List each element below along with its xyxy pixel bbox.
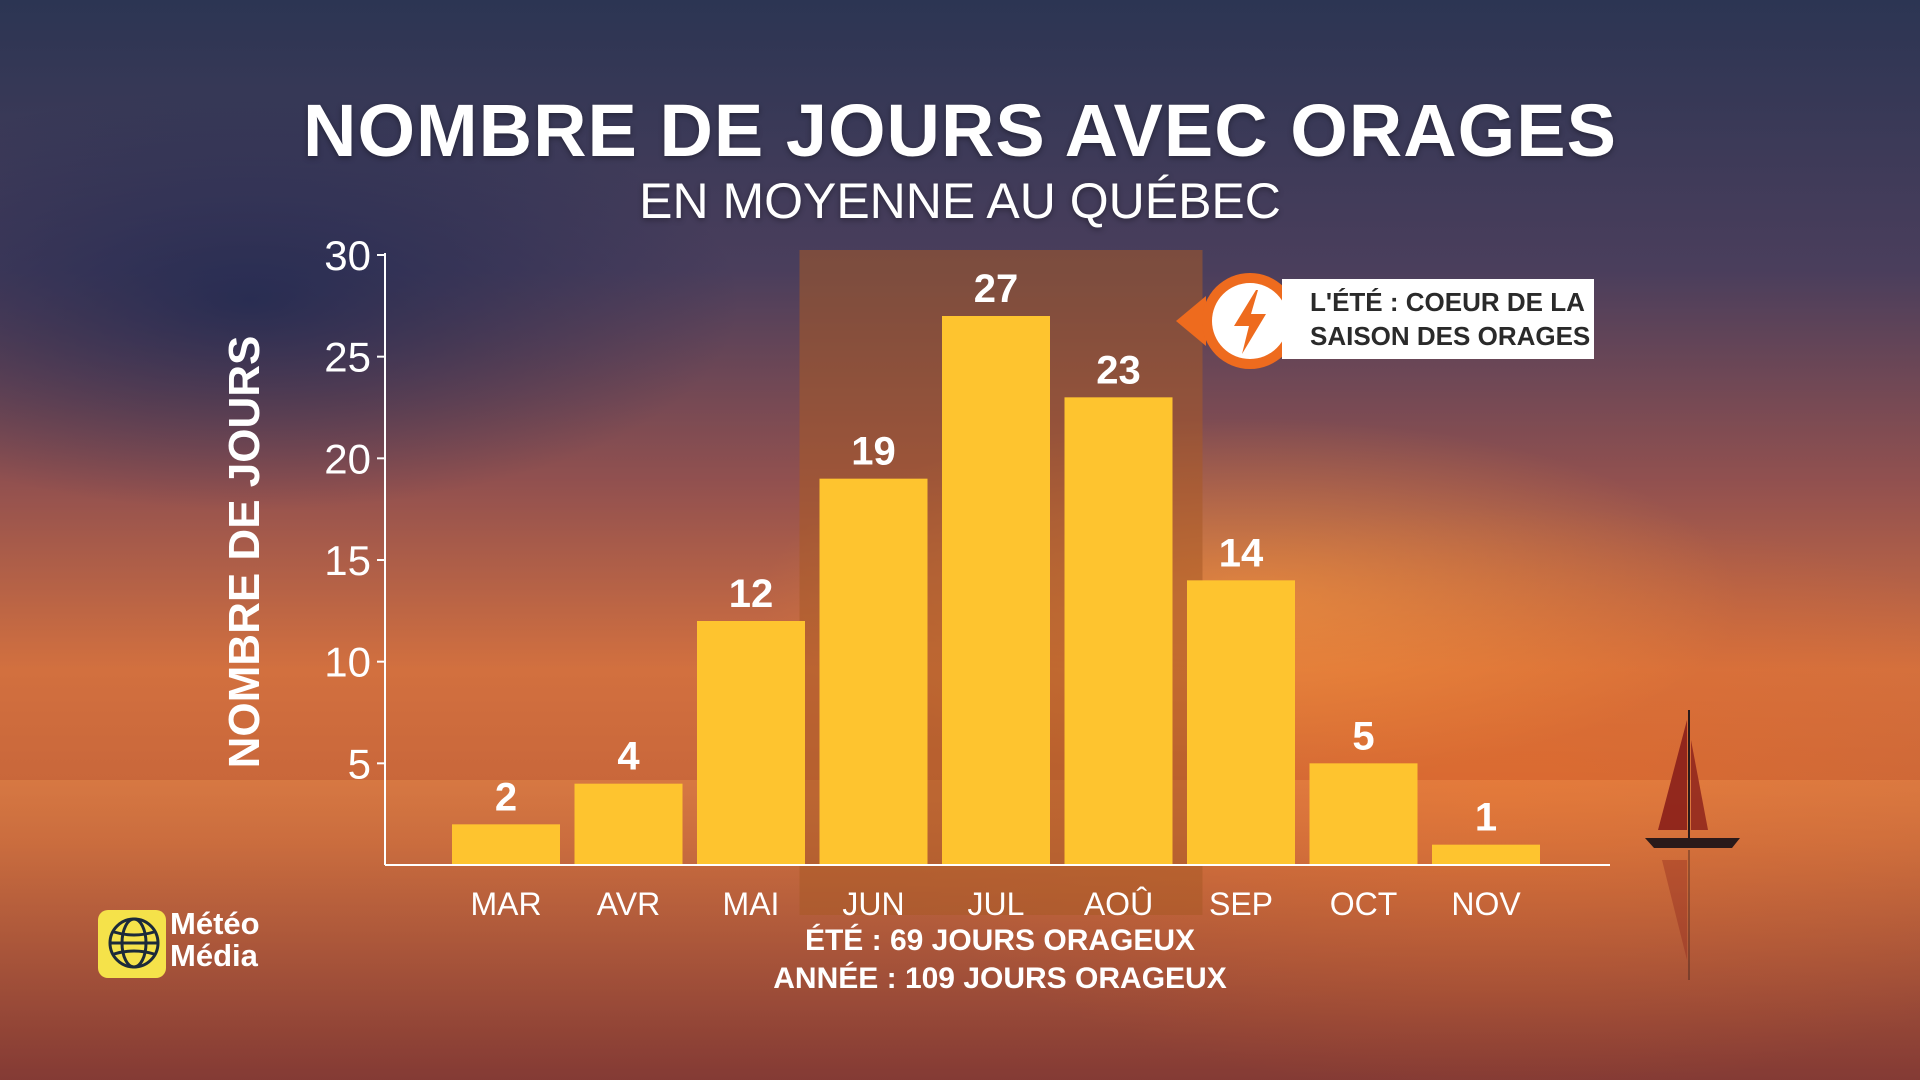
lightning-bolt-icon — [1176, 273, 1298, 369]
bar-mar — [452, 824, 560, 865]
logo-line-1: Météo — [170, 906, 260, 941]
value-label: 12 — [729, 572, 774, 616]
bar-aoû — [1064, 397, 1173, 865]
bar-nov — [1432, 844, 1540, 865]
sailboat-icon — [1645, 710, 1740, 980]
logo-text: Météo Média — [170, 908, 260, 972]
value-label: 14 — [1219, 531, 1264, 575]
x-tick-label: AOÛ — [1084, 886, 1153, 922]
x-tick-label: JUL — [968, 886, 1025, 922]
y-tick-label: 25 — [324, 334, 371, 381]
value-label: 5 — [1352, 714, 1374, 758]
logo-line-2: Média — [170, 938, 258, 973]
bar-jun — [819, 478, 928, 865]
summary-summer: ÉTÉ : 69 JOURS ORAGEUX — [804, 924, 1196, 957]
value-label: 19 — [851, 430, 896, 474]
x-tick-label: JUN — [842, 886, 904, 922]
x-tick-label: NOV — [1451, 886, 1521, 922]
bar-jul — [942, 316, 1050, 865]
y-tick-label: 5 — [348, 740, 371, 787]
chart-subtitle: EN MOYENNE AU QUÉBEC — [639, 173, 1281, 229]
y-tick-label: 15 — [324, 537, 371, 584]
x-tick-label: SEP — [1209, 886, 1273, 922]
bar-oct — [1309, 763, 1418, 865]
x-tick-label: MAR — [470, 886, 541, 922]
callout-line-2: SAISON DES ORAGES — [1310, 321, 1591, 351]
y-tick-label: 30 — [324, 232, 371, 279]
globe-icon — [98, 910, 166, 978]
x-tick-label: OCT — [1330, 886, 1398, 922]
callout-box: L'ÉTÉ : COEUR DE LA SAISON DES ORAGES — [1282, 279, 1594, 359]
x-tick-label: MAI — [723, 886, 780, 922]
bar-avr — [574, 783, 683, 865]
summary-year: ANNÉE : 109 JOURS ORAGEUX — [773, 962, 1227, 995]
value-label: 2 — [495, 775, 517, 819]
x-tick-label: AVR — [597, 886, 660, 922]
callout-line-1: L'ÉTÉ : COEUR DE LA — [1310, 287, 1585, 317]
y-tick-label: 10 — [324, 639, 371, 686]
value-label: 27 — [974, 267, 1019, 311]
chart-title: NOMBRE DE JOURS AVEC ORAGES — [303, 89, 1617, 172]
value-label: 1 — [1475, 796, 1497, 840]
value-label: 4 — [617, 735, 640, 779]
bar-sep — [1187, 580, 1295, 865]
value-label: 23 — [1096, 348, 1141, 392]
y-tick-label: 20 — [324, 435, 371, 482]
bar-mai — [697, 621, 805, 865]
